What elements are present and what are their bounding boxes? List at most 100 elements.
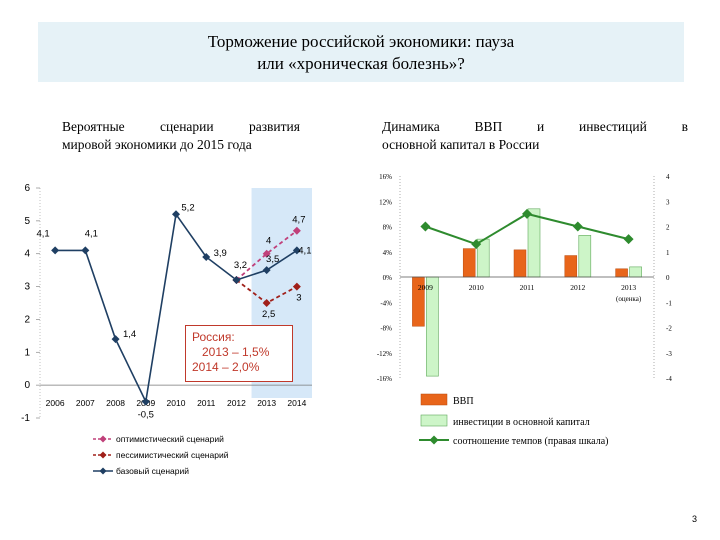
right-y-right-tick-label: 0 [666, 274, 670, 282]
right-y-left-tick-label: 4% [383, 249, 393, 257]
left-y-tick-label: 2 [24, 314, 30, 325]
left-subtitle-line-1: Вероятные сценарии развития [62, 119, 300, 134]
right-y-left-tick-label: -16% [377, 375, 392, 383]
left-series-base-data-label: 1,4 [123, 329, 136, 340]
left-chart-subtitle: Вероятные сценарии развития мировой экон… [62, 118, 300, 154]
right-y-right-tick-label: 4 [666, 173, 670, 181]
left-series-base-point [141, 397, 150, 406]
right-y-left-tick-label: 16% [379, 173, 392, 181]
right-legend-ratio-marker [429, 435, 439, 445]
right-bar-invest [629, 266, 642, 278]
right-x-tick-label: 2011 [520, 283, 535, 292]
right-bar-invest [527, 208, 541, 278]
right-subtitle-line-2: основной капитал в России [382, 137, 540, 152]
left-series-base-data-label: 4,1 [37, 228, 50, 239]
page-title-line-2: или «хроническая болезнь»? [257, 54, 465, 73]
right-subtitle-word: Динамика [382, 119, 440, 134]
left-x-tick-label: 2006 [46, 398, 65, 408]
right-ratio-point [420, 221, 431, 232]
left-series-base-point [81, 246, 90, 255]
page-title-line-1: Торможение российской экономики: пауза [207, 32, 515, 51]
right-y-right-tick-label: 2 [666, 224, 670, 232]
right-y-right-tick-label: -2 [666, 325, 672, 333]
left-series-base-point [172, 210, 180, 219]
right-y-right-tick-label: -3 [666, 350, 672, 358]
right-y-left-tick-label: -4% [380, 299, 392, 307]
left-legend-pessimistic-label: пессимистический сценарий [116, 450, 229, 460]
left-y-tick-label: 5 [24, 216, 30, 227]
right-x-category-note: (оценка) [616, 295, 642, 303]
right-subtitle-line-1: Динамика ВВП и инвестиций в [382, 118, 688, 136]
right-y-right-tick-label: -4 [666, 375, 672, 383]
left-subtitle-line-2: мировой экономики до 2015 года [62, 137, 252, 152]
right-legend-gdp-swatch [420, 393, 448, 406]
left-series-pessimistic-data-label: 3 [296, 293, 301, 304]
right-bar-invest [578, 235, 592, 278]
left-series-base-data-label: -0,5 [138, 410, 154, 421]
left-x-tick-label: 2012 [227, 398, 246, 408]
right-x-tick-label: 2009 [418, 283, 433, 292]
left-series-optimistic-line [235, 229, 298, 281]
right-legend-invest-label: инвестиции в основной капитал [453, 417, 590, 428]
right-y-left-tick-label: -12% [377, 350, 392, 358]
right-bar-gdp [615, 268, 628, 278]
left-series-base-data-label: 4,1 [85, 228, 98, 239]
russia-forecast-heading: Россия: [192, 330, 235, 344]
left-series-base-point [262, 266, 271, 275]
left-x-tick-label: 2011 [197, 398, 216, 408]
left-x-tick-label: 2007 [76, 398, 95, 408]
left-series-base-point [232, 276, 241, 284]
left-series-base-data-label: 5,2 [181, 202, 194, 213]
left-legend-base-label: базовый сценарий [116, 466, 189, 476]
title-banner: Торможение российской экономики: пауза и… [38, 22, 684, 82]
right-x-tick-label: 2013 [621, 283, 636, 292]
right-subtitle-word: в [681, 119, 688, 134]
russia-forecast-box: Россия: 2013 – 1,5% 2014 – 2,0% [185, 325, 293, 382]
right-ratio-point [471, 239, 482, 250]
left-y-tick-label: 6 [24, 183, 30, 194]
right-ratio-point [572, 221, 583, 232]
right-y-left-tick-label: 12% [379, 198, 392, 206]
left-x-tick-label: 2014 [287, 398, 306, 408]
left-legend-pessimistic-marker [99, 451, 107, 459]
left-series-base-data-label: 3,9 [214, 248, 227, 259]
page-number: 3 [692, 514, 698, 524]
left-series-pessimistic-data-label: 2,5 [262, 309, 275, 320]
right-subtitle-word: ВВП [474, 119, 503, 134]
left-series-base-data-label: 3,5 [266, 254, 279, 265]
right-x-tick-label: 2012 [570, 283, 585, 292]
russia-forecast-2013: 2013 – 1,5% [202, 345, 270, 359]
left-x-tick-label: 2013 [257, 398, 276, 408]
left-y-tick-label: 1 [24, 347, 30, 358]
right-y-left-tick-label: -8% [380, 325, 392, 333]
right-chart-subtitle: Динамика ВВП и инвестиций в основной капитал… [382, 118, 688, 154]
left-legend-optimistic-label: оптимистический сценарий [116, 434, 224, 444]
right-bar-gdp [564, 255, 578, 278]
right-y-right-tick-label: 3 [666, 198, 670, 206]
left-legend-optimistic-marker [99, 435, 107, 443]
left-y-tick-label: -1 [21, 413, 30, 424]
right-y-right-tick-label: -1 [666, 299, 672, 307]
right-ratio-point [522, 208, 532, 219]
right-legend-gdp-label: ВВП [453, 396, 474, 407]
left-series-optimistic-data-label: 4,7 [292, 215, 305, 226]
left-x-tick-label: 2010 [167, 398, 186, 408]
left-x-tick-label: 2008 [106, 398, 125, 408]
right-y-left-tick-label: 0% [383, 274, 393, 282]
right-x-tick-label: 2010 [469, 283, 484, 292]
left-series-optimistic-point [292, 226, 301, 235]
right-bar-gdp [462, 248, 476, 278]
left-y-tick-label: 4 [24, 249, 30, 260]
right-y-left-tick-label: 8% [383, 224, 393, 232]
right-legend-ratio-label: соотношение темпов (правая шкала) [453, 436, 608, 447]
left-series-base-point [111, 335, 120, 344]
left-legend-base-marker [99, 467, 107, 475]
left-series-base-point [292, 246, 301, 255]
right-subtitle-word: инвестиций [578, 119, 647, 134]
left-series-optimistic-data-label: 4 [266, 236, 271, 247]
left-series-pessimistic-point [262, 299, 271, 307]
right-ratio-point [623, 234, 634, 245]
right-bar-gdp [513, 249, 527, 278]
left-series-base-point [202, 253, 211, 261]
